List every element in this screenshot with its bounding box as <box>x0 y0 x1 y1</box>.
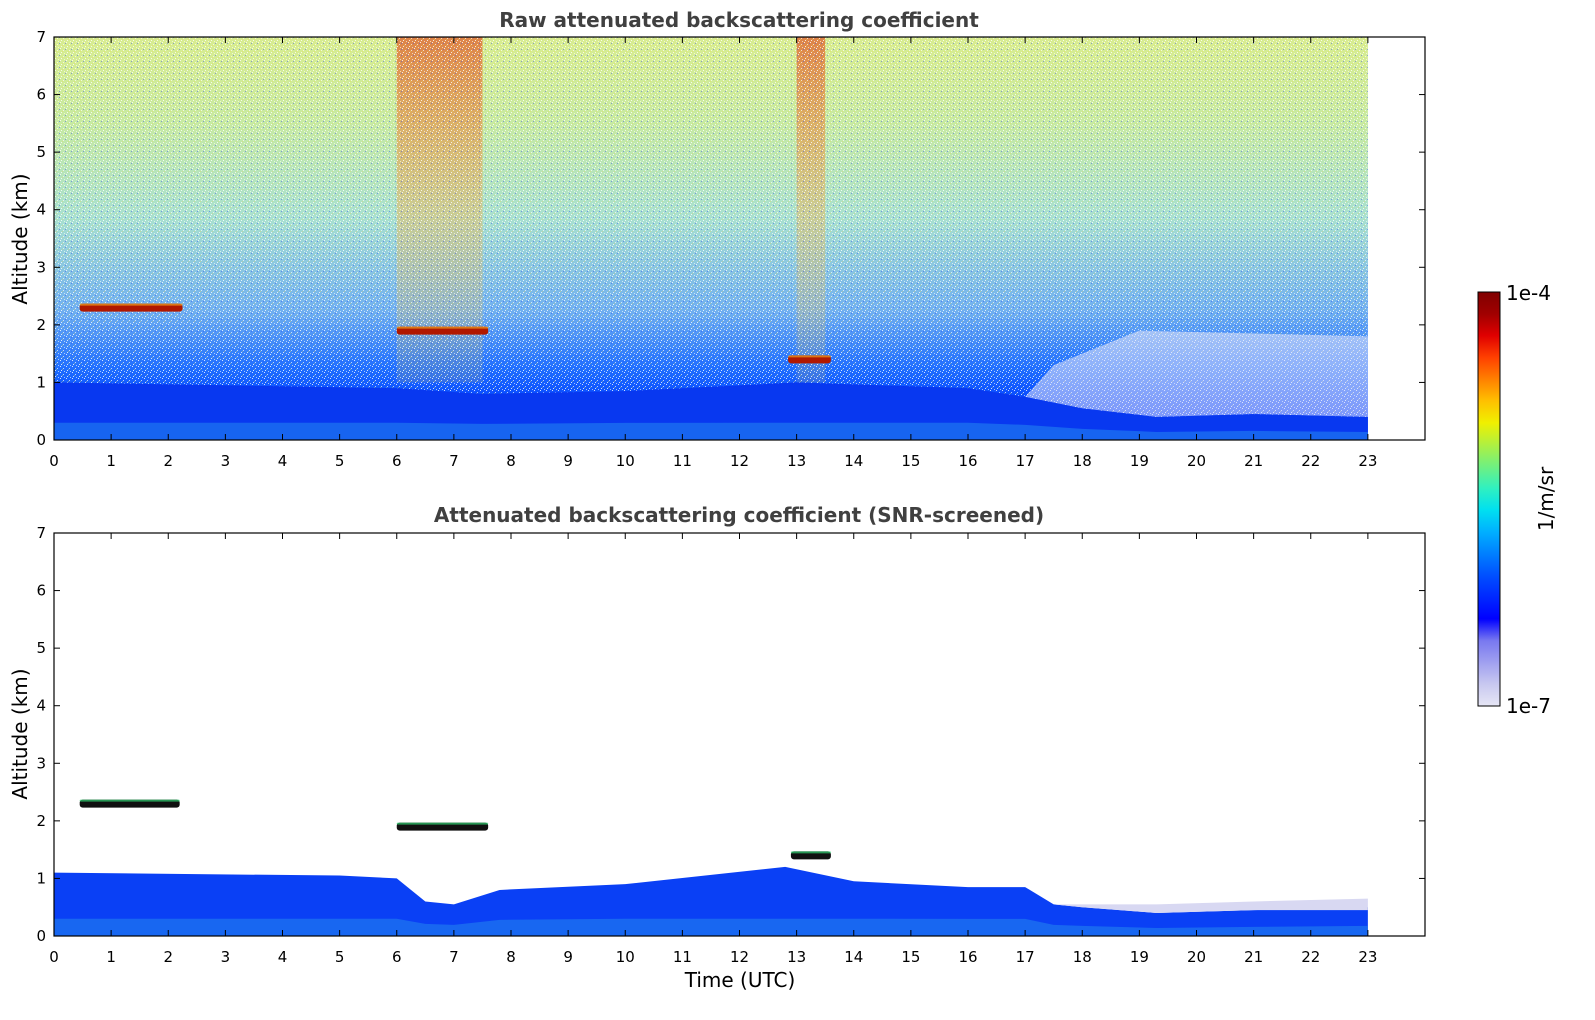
snr-x-tick-label: 11 <box>673 948 692 966</box>
raw-y-tick-label: 3 <box>36 258 46 276</box>
snr-x-tick-label: 4 <box>278 948 288 966</box>
snr-y-tick-label: 7 <box>36 524 46 542</box>
raw-backscatter-panel: Raw attenuated backscattering coefficien… <box>8 8 1426 470</box>
raw-x-tick-label: 16 <box>958 452 977 470</box>
snr-x-tick-label: 9 <box>563 948 573 966</box>
raw-x-tick-label: 21 <box>1244 452 1263 470</box>
raw-x-tick-label: 9 <box>563 452 573 470</box>
raw-x-tick-label: 11 <box>673 452 692 470</box>
raw-x-tick-label: 8 <box>506 452 516 470</box>
raw-y-tick-label: 4 <box>36 201 46 219</box>
raw-panel-title: Raw attenuated backscattering coefficien… <box>499 8 979 32</box>
raw-x-tick-label: 2 <box>163 452 173 470</box>
raw-x-tick-label: 5 <box>335 452 345 470</box>
raw-cloud-edge-2 <box>788 355 831 358</box>
snr-x-tick-label: 2 <box>163 948 173 966</box>
snr-x-tick-label: 16 <box>958 948 977 966</box>
snr-x-tick-label: 0 <box>49 948 59 966</box>
raw-x-tick-label: 20 <box>1187 452 1206 470</box>
raw-y-tick-label: 6 <box>36 86 46 104</box>
snr-y-tick-label: 2 <box>36 812 46 830</box>
raw-x-tick-label: 14 <box>844 452 863 470</box>
snr-y-tick-label: 4 <box>36 697 46 715</box>
raw-y-tick-label: 7 <box>36 28 46 46</box>
snr-x-tick-label: 17 <box>1016 948 1035 966</box>
snr-y-tick-label: 3 <box>36 754 46 772</box>
snr-x-tick-label: 22 <box>1301 948 1320 966</box>
raw-x-tick-label: 18 <box>1073 452 1092 470</box>
raw-cloud-edge-1 <box>396 326 489 329</box>
raw-y-tick-label: 1 <box>36 373 46 391</box>
snr-y-tick-label: 5 <box>36 639 46 657</box>
snr-x-tick-label: 7 <box>449 948 459 966</box>
snr-x-tick-label: 20 <box>1187 948 1206 966</box>
snr-cloud-edge-1 <box>396 822 489 825</box>
late-day-low-signal <box>1025 330 1368 417</box>
colorbar-bar <box>1477 291 1501 707</box>
raw-cloud-edge-0 <box>79 303 183 306</box>
snr-surface-layer <box>54 918 1368 936</box>
raw-x-tick-label: 19 <box>1130 452 1149 470</box>
snr-x-tick-label: 8 <box>506 948 516 966</box>
snr-x-tick-label: 5 <box>335 948 345 966</box>
raw-x-tick-label: 1 <box>106 452 116 470</box>
colorbar-min-label: 1e-7 <box>1506 694 1551 718</box>
snr-y-tick-label: 0 <box>36 927 46 945</box>
raw-x-tick-label: 23 <box>1358 452 1377 470</box>
raw-x-tick-label: 0 <box>49 452 59 470</box>
raw-x-tick-label: 4 <box>278 452 288 470</box>
colorbar: 1e-4 1e-7 1/m/sr <box>1477 281 1558 718</box>
raw-x-tick-label: 7 <box>449 452 459 470</box>
snr-x-tick-label: 12 <box>730 948 749 966</box>
snr-y-axis-label: Altitude (km) <box>8 668 32 799</box>
raw-x-tick-label: 15 <box>901 452 920 470</box>
raw-x-tick-label: 13 <box>787 452 806 470</box>
snr-axes: 0 1 2 3 4 5 6 7 8 9 10 11 12 13 14 15 16 17 18 19 20 21 22 2301… <box>36 524 1425 966</box>
snr-cloud-edge-2 <box>790 851 831 854</box>
raw-y-tick-label: 2 <box>36 316 46 334</box>
snr-x-tick-label: 14 <box>844 948 863 966</box>
colorbar-max-label: 1e-4 <box>1506 281 1551 305</box>
snr-y-tick-label: 1 <box>36 869 46 887</box>
raw-y-axis-label: Altitude (km) <box>8 173 32 304</box>
raw-x-tick-label: 10 <box>616 452 635 470</box>
raw-x-tick-label: 6 <box>392 452 402 470</box>
snr-x-tick-label: 1 <box>106 948 116 966</box>
snr-y-tick-label: 6 <box>36 582 46 600</box>
snr-panel-title: Attenuated backscattering coefficient (S… <box>434 503 1044 527</box>
snr-x-tick-label: 15 <box>901 948 920 966</box>
raw-axes: 0 1 2 3 4 5 6 7 8 9 10 11 12 13 14 15 16 17 18 19 20 21 22 2301… <box>36 28 1425 470</box>
snr-x-tick-label: 3 <box>221 948 231 966</box>
raw-x-tick-label: 17 <box>1016 452 1035 470</box>
raw-surface-layer <box>54 422 1368 440</box>
snr-x-tick-label: 13 <box>787 948 806 966</box>
snr-x-tick-label: 23 <box>1358 948 1377 966</box>
raw-x-tick-label: 12 <box>730 452 749 470</box>
snr-cloud-edge-0 <box>79 799 180 802</box>
raw-y-tick-label: 5 <box>36 143 46 161</box>
snr-screened-panel: Attenuated backscattering coefficient (S… <box>8 503 1426 992</box>
snr-x-tick-label: 6 <box>392 948 402 966</box>
raw-y-tick-label: 0 <box>36 431 46 449</box>
snr-x-tick-label: 18 <box>1073 948 1092 966</box>
snr-late-day-layer <box>1053 898 1368 913</box>
snr-x-tick-label: 19 <box>1130 948 1149 966</box>
raw-heatmap <box>54 37 1368 440</box>
raw-x-tick-label: 3 <box>221 452 231 470</box>
colorbar-unit-label: 1/m/sr <box>1534 466 1558 531</box>
snr-x-tick-label: 21 <box>1244 948 1263 966</box>
snr-x-tick-label: 10 <box>616 948 635 966</box>
snr-heatmap <box>54 799 1368 936</box>
x-axis-label: Time (UTC) <box>684 968 796 992</box>
raw-x-tick-label: 22 <box>1301 452 1320 470</box>
